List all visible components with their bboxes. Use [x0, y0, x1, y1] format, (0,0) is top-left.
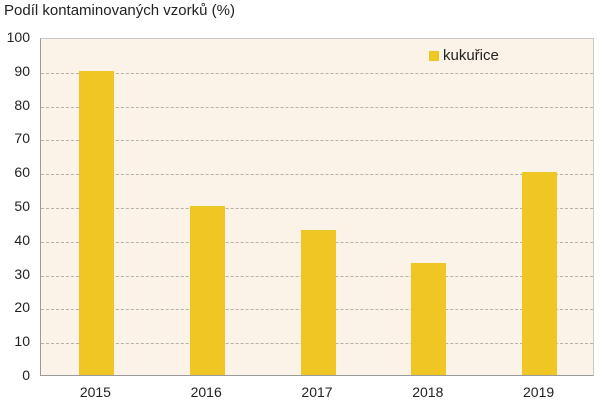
- x-tick-label: 2016: [190, 384, 222, 400]
- y-tick-label: 0: [22, 367, 30, 383]
- x-tick-label: 2018: [412, 384, 444, 400]
- x-tick-label: 2017: [301, 384, 333, 400]
- y-tick-label: 20: [14, 299, 30, 316]
- y-tick-label: 80: [14, 96, 30, 113]
- plot-area: kukuřice: [40, 38, 594, 376]
- legend-swatch-kukurice: [429, 50, 439, 61]
- legend-label-kukurice: kukuřice: [443, 47, 499, 64]
- gridline: [41, 208, 593, 209]
- gridline: [41, 72, 593, 74]
- bar-2015: [78, 70, 114, 375]
- y-tick-label: 90: [14, 62, 30, 79]
- y-tick-label: 60: [14, 164, 30, 181]
- y-tick-label: 30: [14, 265, 30, 282]
- bar-2019: [522, 172, 558, 375]
- bar-2018: [411, 263, 447, 375]
- y-tick-label: 10: [14, 333, 30, 350]
- x-tick-label: 2019: [523, 384, 555, 400]
- gridline: [41, 106, 593, 108]
- gridline: [41, 140, 593, 142]
- x-tick-label: 2015: [79, 384, 111, 400]
- bar-2017: [300, 229, 336, 375]
- y-tick-label: 50: [14, 198, 30, 214]
- y-tick-label: 70: [14, 130, 30, 147]
- y-tick-label: 100: [6, 29, 30, 45]
- y-tick-label: 40: [14, 231, 30, 248]
- legend: kukuřice: [429, 47, 499, 64]
- gridline: [41, 174, 593, 176]
- bar-2016: [189, 206, 225, 375]
- chart-title: Podíl kontaminovaných vzorků (%): [4, 2, 235, 19]
